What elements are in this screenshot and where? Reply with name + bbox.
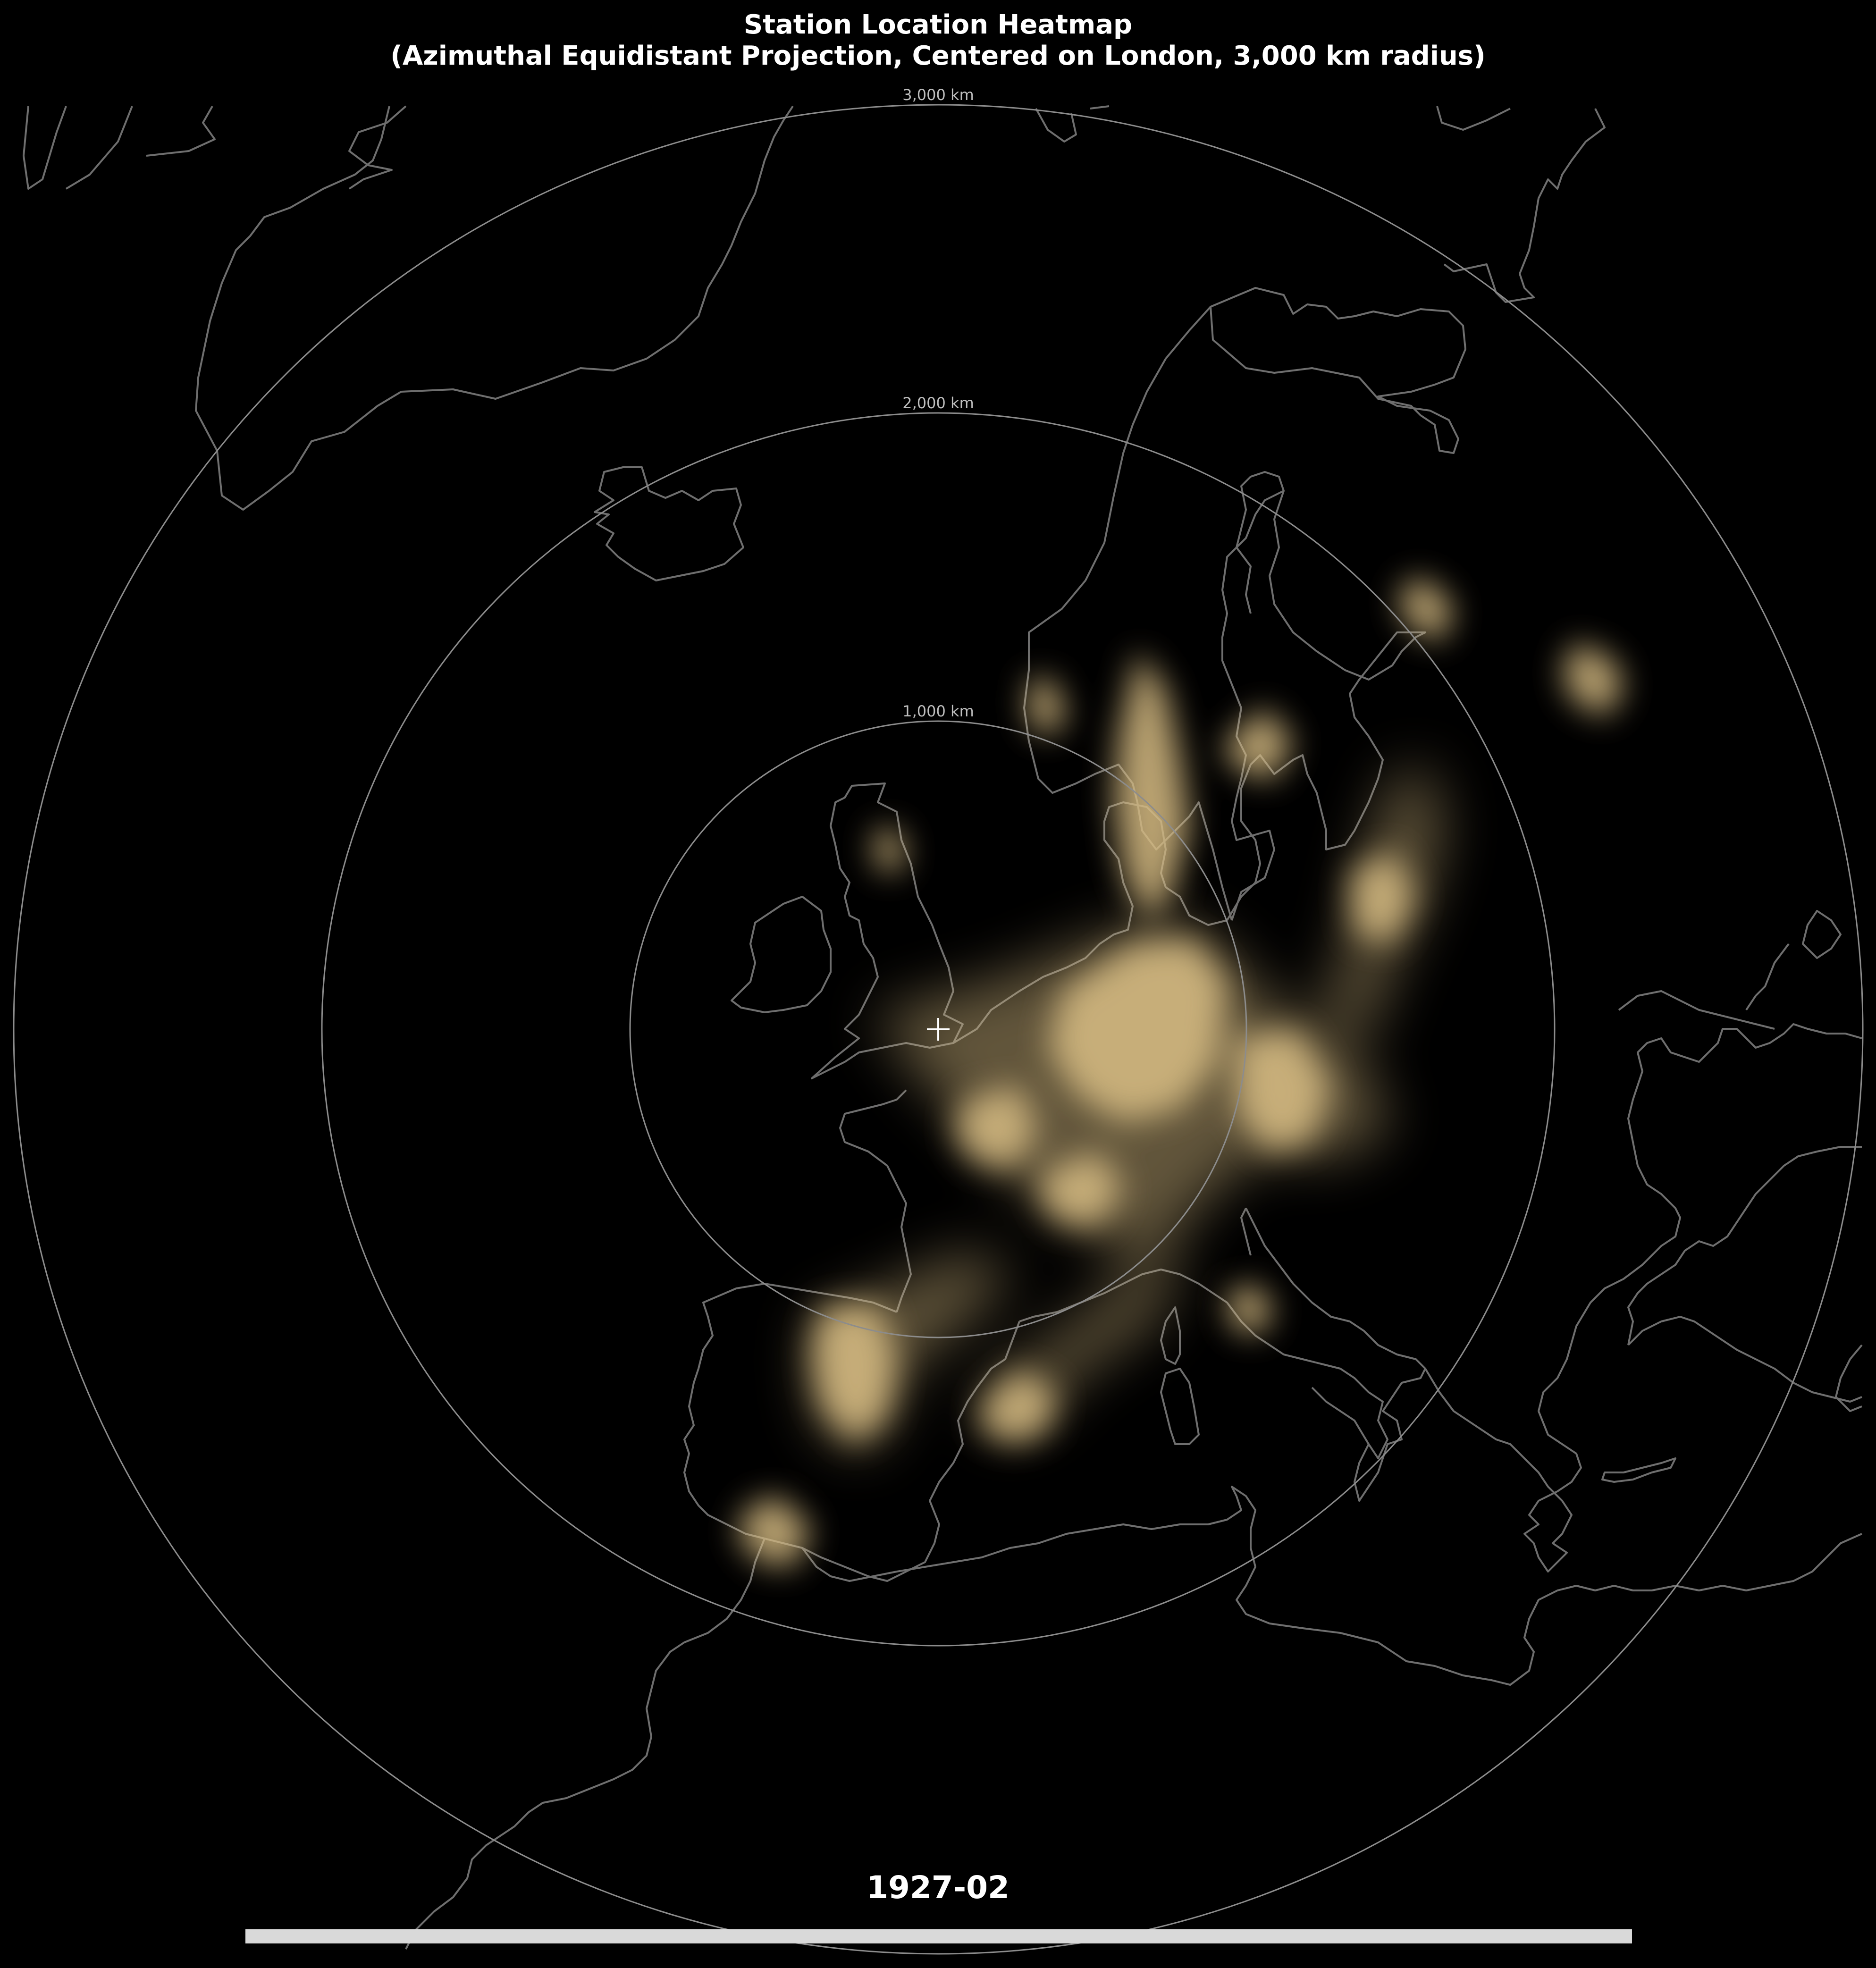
range-ring [629, 720, 1247, 1338]
coastline-greenland [195, 105, 794, 511]
coastline-crimea [1618, 943, 1790, 1030]
heat-blob-scotland [873, 826, 906, 873]
coastline-greenland-north [23, 105, 407, 190]
heat-blob-spain [812, 1303, 897, 1444]
coastline-balkans [1424, 1208, 1681, 1573]
coastline-scandinavia [1210, 287, 1466, 454]
heat-blob-morocco [736, 1496, 812, 1567]
heat-layer [736, 576, 1624, 1567]
range-ring-label: 2,000 km [902, 394, 974, 412]
heat-blob-far-east [1562, 642, 1624, 717]
heat-blob-belgium [953, 1085, 1038, 1170]
coastline-black-sea [1627, 1023, 1862, 1403]
coastline-corsica [1160, 1306, 1181, 1365]
coastline-finland [1226, 490, 1426, 921]
progress-bar [245, 1929, 1632, 1943]
range-ring-label: 1,000 km [902, 702, 974, 720]
heat-blob-scandinavia-spike [1114, 651, 1189, 920]
coastline-france-west [839, 1089, 912, 1312]
range-ring [321, 412, 1556, 1647]
range-ring-label: 3,000 km [902, 86, 974, 104]
date-label: 1927-02 [866, 1869, 1010, 1906]
coastline-svalbard [1035, 105, 1606, 303]
coastline-asia-minor [1627, 1146, 1862, 1346]
range-ring [13, 104, 1864, 1955]
range-ring-labels: 1,000 km 2,000 km 3,000 km [902, 86, 974, 720]
heat-blob-poland [1237, 1029, 1331, 1152]
heat-blob-mediterranean [982, 1369, 1057, 1444]
progress-bar-fill [245, 1929, 1632, 1943]
coastline-great-britain [811, 782, 964, 1079]
coastline-italy [1240, 1208, 1426, 1502]
heat-blob-north-east [1397, 576, 1454, 642]
heat-blob-finland [1222, 708, 1293, 779]
heat-blob-norway-west [1029, 680, 1067, 736]
range-rings [13, 104, 1864, 1955]
coastline-north-africa [405, 1486, 1862, 1950]
heat-blob-baltic-east [1350, 849, 1416, 944]
coastline-caspian [1802, 910, 1863, 1412]
coastline-crete [1601, 1457, 1676, 1483]
map-subtitle: (Azimuthal Equidistant Projection, Cente… [390, 41, 1486, 71]
heat-blob-switzerland [1038, 1152, 1123, 1227]
coastline-iberia [683, 1283, 1020, 1582]
coastline-sardinia [1160, 1368, 1200, 1445]
map-title: Station Location Heatmap [743, 9, 1133, 40]
heat-blob-germany [1048, 939, 1227, 1123]
coastline-sweden [1221, 471, 1285, 921]
heat-blob-italy-north [1227, 1284, 1274, 1336]
plus-icon [927, 1018, 950, 1041]
coastline-ireland [731, 896, 832, 1013]
coastline-iceland [594, 466, 744, 581]
